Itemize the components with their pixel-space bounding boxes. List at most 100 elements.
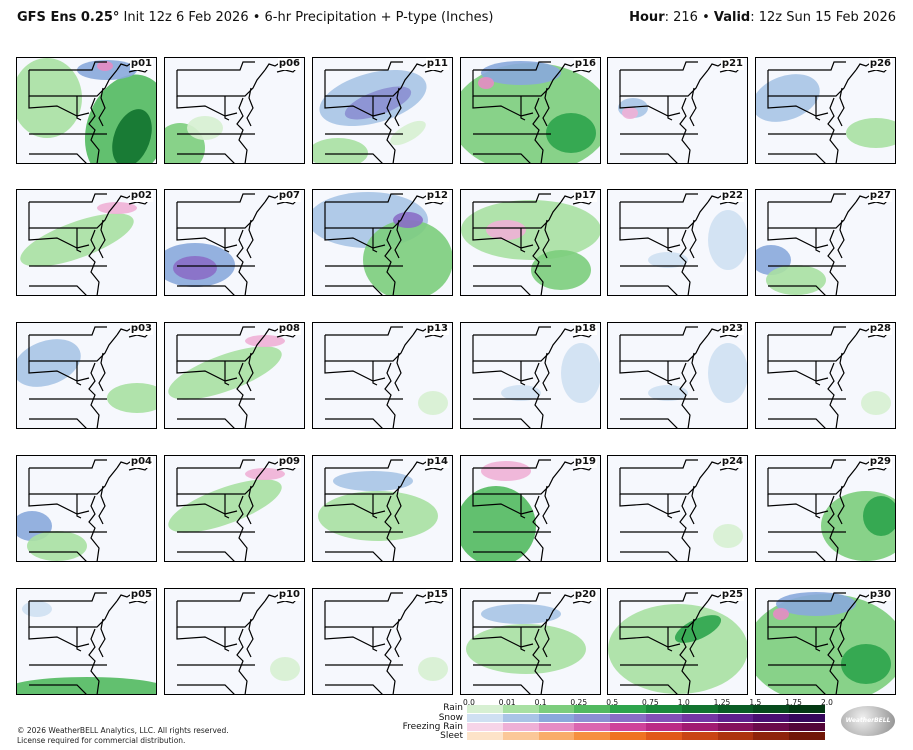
precip-map (313, 61, 446, 163)
snow-area (333, 471, 413, 491)
legend-swatch-snow (467, 714, 504, 722)
member-label: p24 (720, 456, 744, 468)
member-label: p14 (425, 456, 449, 468)
freezing-rain-area (245, 335, 285, 347)
valid-value: : 12z Sun 15 Feb 2026 (750, 10, 896, 25)
legend-sleet-label: Sleet (440, 731, 463, 741)
rain-area (608, 604, 747, 694)
precip-map (165, 61, 298, 163)
legend-swatch-rain (789, 705, 826, 713)
legend-swatch-freezing-rain (717, 723, 754, 731)
member-label: p10 (277, 589, 301, 601)
precip-map (17, 459, 150, 561)
member-panel-p06: p06 (164, 57, 305, 164)
member-label: p28 (868, 323, 892, 335)
legend-swatch-snow (646, 714, 683, 722)
snow-area (501, 385, 541, 401)
rain-area (713, 524, 743, 548)
state-boundaries (176, 459, 298, 561)
precip-map (17, 592, 156, 694)
legend-swatch-snow (753, 714, 790, 722)
member-label: p13 (425, 323, 449, 335)
precip-map (767, 459, 895, 561)
rain-area (17, 58, 82, 138)
member-panel-p30: p30 (755, 588, 896, 695)
heavy-rain-area (863, 496, 895, 536)
member-panel-p29: p29 (755, 455, 896, 562)
legend-swatch-snow (789, 714, 826, 722)
rain-area (390, 120, 426, 146)
precip-map (324, 326, 448, 428)
hour-value: : 216 • (664, 10, 714, 25)
precip-map (318, 459, 446, 561)
snow-area (648, 385, 688, 401)
legend-swatch-snow (610, 714, 647, 722)
member-label: p26 (868, 58, 892, 70)
precip-map (313, 192, 452, 295)
member-panel-p16: p16 (460, 57, 601, 164)
member-label: p12 (425, 190, 449, 202)
member-label: p09 (277, 456, 301, 468)
precip-map (756, 592, 895, 694)
legend-swatch-sleet (467, 732, 504, 740)
member-label: p11 (425, 58, 449, 70)
snow-area (776, 592, 856, 616)
legend-snow-label: Snow (438, 713, 463, 723)
legend-swatch-freezing-rain (610, 723, 647, 731)
member-label: p30 (868, 589, 892, 601)
legend-freezing-rain-label: Freezing Rain (402, 722, 463, 732)
member-panel-p13: p13 (312, 322, 453, 429)
member-label: p21 (720, 58, 744, 70)
legend-swatch-freezing-rain (467, 723, 504, 731)
member-label: p05 (129, 589, 153, 601)
legend-swatch-rain (717, 705, 754, 713)
member-label: p02 (129, 190, 153, 202)
legend-tick: 1.5 (749, 698, 762, 707)
member-panel-p25: p25 (607, 588, 748, 695)
member-label: p06 (277, 58, 301, 70)
legend-rain-label: Rain (443, 703, 463, 713)
precip-map (756, 193, 889, 295)
member-label: p22 (720, 190, 744, 202)
rain-area (466, 624, 586, 674)
legend-swatch-freezing-rain (538, 723, 575, 731)
state-boundaries (28, 193, 150, 295)
rain-area (418, 657, 448, 681)
state-boundaries (767, 459, 889, 561)
precip-map (168, 459, 298, 561)
legend-swatch-sleet (789, 732, 826, 740)
member-label: p27 (868, 190, 892, 202)
legend-swatch-sleet (717, 732, 754, 740)
freezing-rain-area (245, 468, 285, 480)
rain-area (861, 391, 891, 415)
state-boundaries (472, 61, 594, 163)
legend-swatch-sleet (574, 732, 611, 740)
freezing-rain-area (481, 461, 531, 481)
legend-swatch-snow (538, 714, 575, 722)
state-boundaries (767, 326, 889, 428)
snow-area (393, 212, 423, 228)
precip-map (461, 459, 594, 561)
legend-swatch-freezing-rain (789, 723, 826, 731)
state-boundaries (176, 193, 298, 295)
precip-map (618, 61, 741, 163)
member-panel-p02: p02 (16, 189, 157, 296)
precip-map (461, 193, 600, 295)
member-label: p29 (868, 456, 892, 468)
legend-swatch-freezing-rain (502, 723, 540, 731)
rain-area (107, 383, 156, 413)
state-boundaries (176, 326, 298, 428)
freezing-rain-area (97, 202, 137, 214)
snow-area (173, 256, 217, 280)
precip-map (756, 61, 895, 163)
snow-area (22, 601, 52, 617)
rain-area (461, 200, 600, 260)
member-panel-p27: p27 (755, 189, 896, 296)
rain-area (461, 486, 536, 561)
member-panel-p28: p28 (755, 322, 896, 429)
legend-swatch-snow (574, 714, 611, 722)
legend-tick: 2.0 (821, 698, 833, 707)
precip-map (20, 193, 150, 295)
rain-area (766, 265, 826, 295)
member-panel-p08: p08 (164, 322, 305, 429)
